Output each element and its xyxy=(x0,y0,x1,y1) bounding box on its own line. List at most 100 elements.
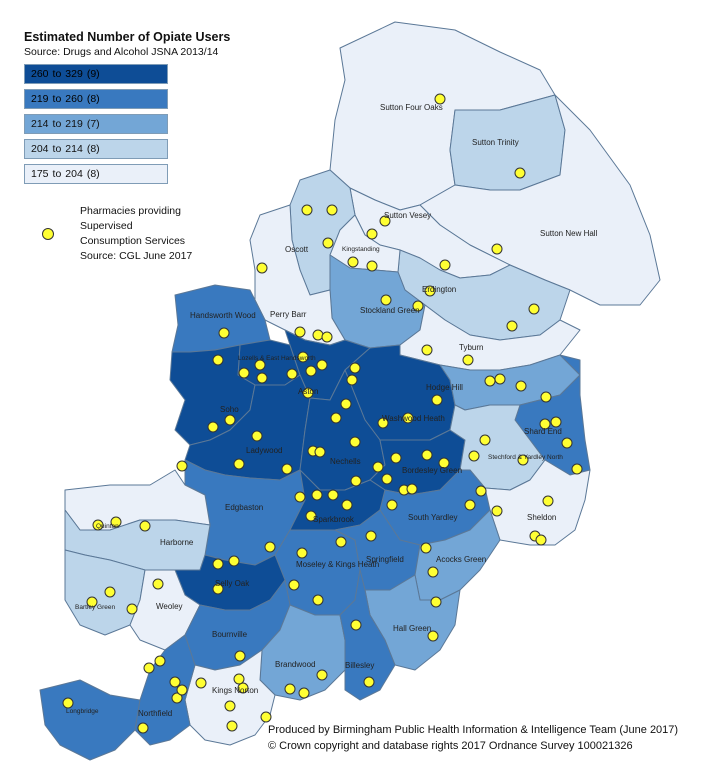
pharmacy-marker xyxy=(381,473,393,485)
pharmacy-marker xyxy=(311,489,323,501)
pharmacy-marker xyxy=(226,720,238,732)
ward-billesley xyxy=(339,569,396,701)
pharmacy-marker xyxy=(169,676,181,688)
pharmacy-marker xyxy=(298,687,310,699)
label-brandwood: Brandwood xyxy=(275,660,315,669)
pharmacy-marker xyxy=(424,285,436,297)
legend-range-word: to xyxy=(52,168,62,180)
pharmacy-marker xyxy=(427,566,439,578)
pharmacy-marker xyxy=(330,412,342,424)
pharmacy-marker xyxy=(340,398,352,410)
pharmacy-marker xyxy=(233,673,245,685)
legend-to: 260 xyxy=(65,93,83,105)
pharmacy-marker xyxy=(535,534,547,546)
label-acocks-green: Acocks Green xyxy=(436,555,486,564)
legend-range-word: to xyxy=(52,93,62,105)
pharmacy-marker xyxy=(234,650,246,662)
label-billesley: Billesley xyxy=(345,661,374,670)
pharmacy-marker xyxy=(335,536,347,548)
pharmacy-marker xyxy=(207,421,219,433)
label-bartley-green: Bartley Green xyxy=(75,604,115,611)
label-edgbaston: Edgbaston xyxy=(225,503,263,512)
legend-rows: 260 to 329 (9) 219 to 260 (8) 214 to 219 (7) 204 to 21… xyxy=(24,64,230,184)
legend-to: 214 xyxy=(65,143,83,155)
pharmacy-marker xyxy=(228,555,240,567)
pharmacy-marker xyxy=(139,520,151,532)
pharmacy-marker xyxy=(439,259,451,271)
pharmacy-marker xyxy=(254,359,266,371)
label-stechford: Stechford & Yardley North xyxy=(488,454,563,461)
label-harborne: Harborne xyxy=(160,538,194,547)
label-washwood-heath: Washwood Heath xyxy=(382,414,445,423)
pharmacy-marker xyxy=(316,359,328,371)
label-shard-end: Shard End xyxy=(524,427,562,436)
pharmacy-marker xyxy=(176,684,188,696)
pharmacy-marker xyxy=(288,579,300,591)
pharmacy-marker xyxy=(322,237,334,249)
pharmacy-marker xyxy=(561,437,573,449)
label-lozells: Lozells & East Handsworth xyxy=(238,355,316,362)
pharmacy-dot-icon xyxy=(42,228,54,240)
pharmacy-marker xyxy=(412,300,424,312)
pharmacy-marker xyxy=(349,436,361,448)
pharmacy-marker xyxy=(402,412,414,424)
pharmacy-marker xyxy=(540,391,552,403)
legend-from: 260 xyxy=(31,68,49,80)
pharmacy-marker xyxy=(438,457,450,469)
label-ladywood: Ladywood xyxy=(246,446,282,455)
label-weoley: Weoley xyxy=(156,602,183,611)
pharmacy-marker xyxy=(377,417,389,429)
pharmacy-marker xyxy=(256,262,268,274)
label-bournville: Bournville xyxy=(212,630,248,639)
map-title: Estimated Number of Opiate Users xyxy=(24,30,231,44)
pharmacy-marker xyxy=(284,683,296,695)
pharmacy-marker xyxy=(506,320,518,332)
pharmacy-marker xyxy=(305,510,317,522)
pharmacy-marker xyxy=(515,380,527,392)
pharmacy-marker xyxy=(491,505,503,517)
pharmacy-marker xyxy=(302,387,314,399)
pharmacy-marker xyxy=(297,351,309,363)
legend-row: 204 to 214 (8) xyxy=(24,139,168,159)
legend-range-word: to xyxy=(52,118,62,130)
legend-to: 329 xyxy=(65,68,83,80)
pharmacy-marker xyxy=(517,454,529,466)
pharmacy-marker xyxy=(491,243,503,255)
pharmacy-marker xyxy=(143,662,155,674)
pharmacy-marker xyxy=(92,519,104,531)
ward-longbridge xyxy=(39,679,141,761)
pharmacy-marker xyxy=(528,303,540,315)
label-stockland-green: Stockland Green xyxy=(360,306,420,315)
pharmacy-marker xyxy=(212,354,224,366)
pharmacy-marker xyxy=(176,460,188,472)
pharmacy-marker xyxy=(366,260,378,272)
pharmacy-marker xyxy=(154,655,166,667)
pharmacy-marker xyxy=(386,499,398,511)
pharmacy-marker xyxy=(421,344,433,356)
pharmacy-marker xyxy=(312,329,324,341)
pharmacy-marker xyxy=(571,463,583,475)
ward-labels: Sutton Four Oaks Sutton Trinity Sutton N… xyxy=(66,103,598,718)
pharmacy-marker xyxy=(327,489,339,501)
label-kingstanding: Kingstanding xyxy=(342,246,380,253)
pharmacy-markers xyxy=(62,93,583,734)
label-hall-green: Hall Green xyxy=(393,624,431,633)
pharmacy-marker xyxy=(301,204,313,216)
map-legend: Estimated Number of Opiate Users Source:… xyxy=(24,30,230,189)
legend-from: 204 xyxy=(31,143,49,155)
label-sutton-four-oaks: Sutton Four Oaks xyxy=(380,103,443,112)
pharmacy-marker xyxy=(347,256,359,268)
pharmacy-marker xyxy=(464,499,476,511)
map-credit: Produced by Birmingham Public Health Inf… xyxy=(268,722,678,754)
pharmacy-marker xyxy=(550,416,562,428)
pharmacy-marker xyxy=(346,374,358,386)
pharmacy-marker xyxy=(296,547,308,559)
label-perry-barr: Perry Barr xyxy=(270,310,307,319)
pharmacy-marker xyxy=(251,430,263,442)
pharmacy-marker xyxy=(406,483,418,495)
legend-to: 219 xyxy=(65,118,83,130)
pharmacy-marker xyxy=(494,373,506,385)
pharmacy-marker xyxy=(264,541,276,553)
pharmacy-marker xyxy=(238,367,250,379)
pharmacy-marker xyxy=(365,530,377,542)
